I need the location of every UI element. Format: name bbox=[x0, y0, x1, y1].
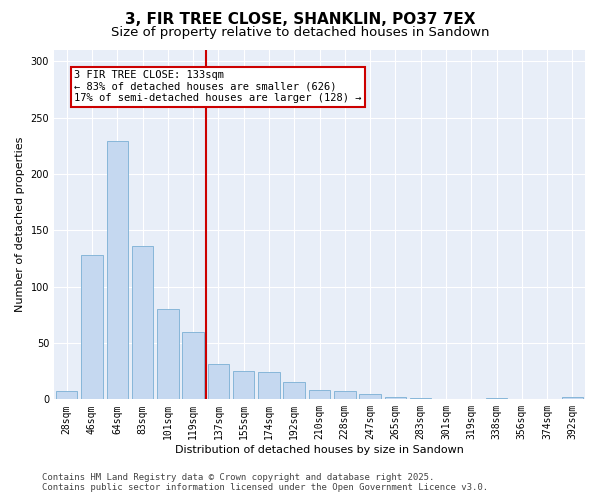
Bar bbox=[81, 255, 103, 400]
Bar bbox=[208, 364, 229, 400]
Bar bbox=[486, 398, 507, 400]
Bar bbox=[56, 392, 77, 400]
Bar bbox=[410, 398, 431, 400]
Bar bbox=[309, 390, 330, 400]
Y-axis label: Number of detached properties: Number of detached properties bbox=[15, 137, 25, 312]
Bar bbox=[132, 246, 153, 400]
Bar bbox=[182, 332, 204, 400]
Bar bbox=[258, 372, 280, 400]
Text: 3 FIR TREE CLOSE: 133sqm
← 83% of detached houses are smaller (626)
17% of semi-: 3 FIR TREE CLOSE: 133sqm ← 83% of detach… bbox=[74, 70, 362, 104]
Bar bbox=[385, 397, 406, 400]
Text: 3, FIR TREE CLOSE, SHANKLIN, PO37 7EX: 3, FIR TREE CLOSE, SHANKLIN, PO37 7EX bbox=[125, 12, 475, 28]
Bar bbox=[334, 392, 356, 400]
X-axis label: Distribution of detached houses by size in Sandown: Distribution of detached houses by size … bbox=[175, 445, 464, 455]
Text: Size of property relative to detached houses in Sandown: Size of property relative to detached ho… bbox=[111, 26, 489, 39]
Bar bbox=[107, 142, 128, 400]
Bar bbox=[233, 371, 254, 400]
Bar bbox=[359, 394, 381, 400]
Text: Contains HM Land Registry data © Crown copyright and database right 2025.
Contai: Contains HM Land Registry data © Crown c… bbox=[42, 473, 488, 492]
Bar bbox=[157, 309, 179, 400]
Bar bbox=[283, 382, 305, 400]
Bar bbox=[562, 397, 583, 400]
